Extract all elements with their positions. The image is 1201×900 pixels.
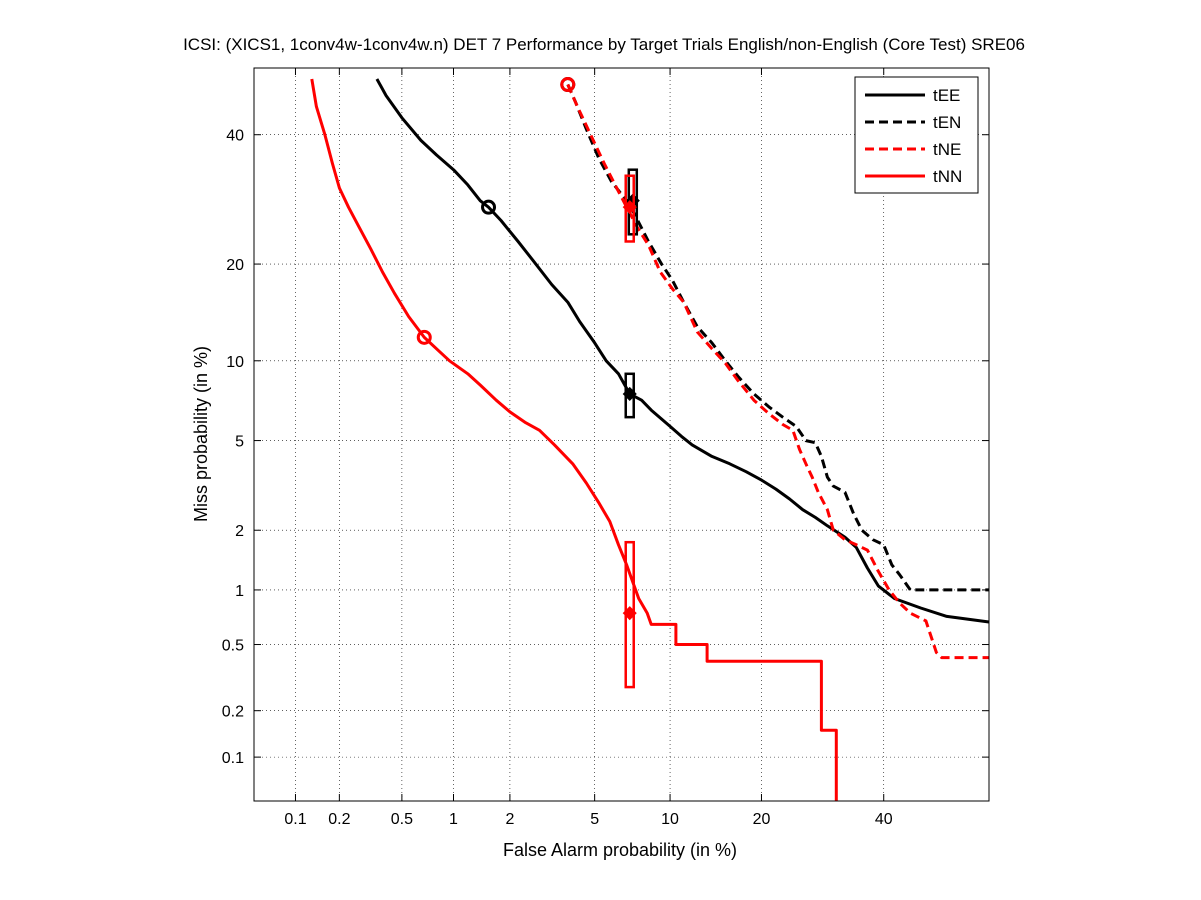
series-layer	[310, 78, 990, 801]
x-tick-label-0-2: 0.2	[328, 811, 350, 828]
legend-label-tne: tNE	[933, 140, 961, 159]
x-axis-ticks: 0.1 0.2 0.5 1 2 5 10 20 40	[284, 68, 893, 828]
y-tick-label-5: 5	[235, 434, 244, 451]
series-line-tee	[375, 78, 990, 624]
legend-label-ten: tEN	[933, 113, 961, 132]
marker-circle-tnn	[416, 329, 432, 345]
marker-circle-tee	[481, 199, 497, 215]
x-tick-label-0-5: 0.5	[391, 811, 413, 828]
x-tick-label-0-1: 0.1	[284, 811, 306, 828]
series-line-tnn	[310, 78, 838, 801]
y-axis-label: Miss probability (in %)	[191, 346, 211, 522]
chart-title: ICSI: (XICS1, 1conv4w-1conv4w.n) DET 7 P…	[183, 35, 1025, 54]
x-tick-label-1: 1	[449, 811, 458, 828]
marker-circle-tne	[560, 77, 576, 93]
legend-label-tnn: tNN	[933, 167, 962, 186]
marker-ci-box-tnn	[624, 540, 635, 689]
plot-frame	[253, 67, 990, 802]
y-tick-label-0-2: 0.2	[222, 704, 244, 721]
y-tick-label-0-1: 0.1	[222, 750, 244, 767]
marker-ci-box-tee	[624, 372, 635, 419]
series-line-ten	[566, 83, 989, 592]
y-tick-label-1: 1	[235, 583, 244, 600]
x-tick-label-10: 10	[661, 811, 679, 828]
x-tick-label-20: 20	[753, 811, 771, 828]
marker-ci-box-tne	[624, 174, 635, 243]
series-line-tne	[566, 83, 989, 660]
legend: tEE tEN tNE tNN	[854, 76, 979, 194]
y-tick-label-2: 2	[235, 523, 244, 540]
y-axis-ticks: 0.1 0.2 0.5 1 2 5 10 20 40	[222, 128, 989, 767]
x-axis-label: False Alarm probability (in %)	[503, 840, 737, 860]
legend-label-tee: tEE	[933, 86, 960, 105]
x-tick-label-2: 2	[505, 811, 514, 828]
marker-layer	[416, 77, 640, 689]
y-tick-label-0-5: 0.5	[222, 638, 244, 655]
x-tick-label-5: 5	[590, 811, 599, 828]
y-tick-label-20: 20	[226, 257, 244, 274]
y-tick-label-10: 10	[226, 354, 244, 371]
x-tick-label-40: 40	[875, 811, 893, 828]
y-tick-label-40: 40	[226, 128, 244, 145]
